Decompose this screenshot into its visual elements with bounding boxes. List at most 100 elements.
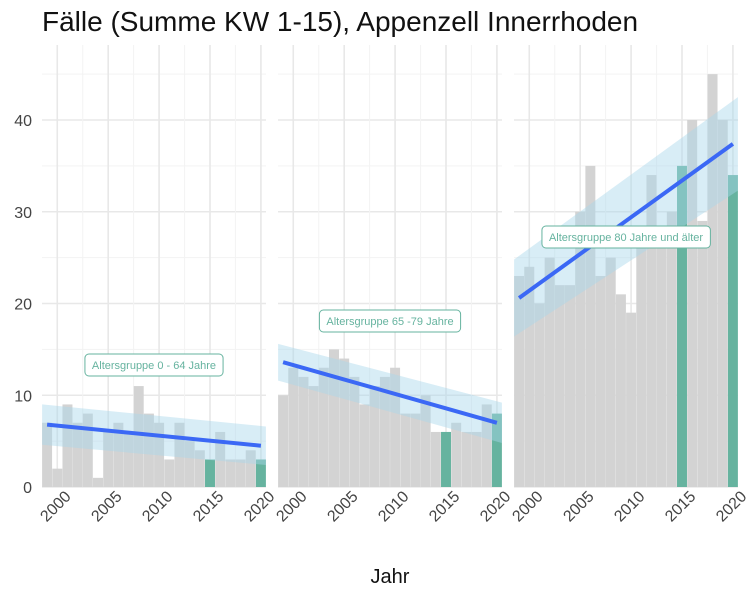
x-tick-label: 2005 — [560, 488, 597, 525]
bar — [245, 450, 256, 487]
bar — [514, 275, 525, 487]
bar — [42, 422, 53, 487]
bar — [194, 450, 205, 487]
panel-label: Altersgruppe 65 -79 Jahre — [326, 316, 453, 328]
trend-line — [46, 422, 262, 448]
trend-line — [282, 360, 498, 425]
panel-3: Altersgruppe 80 Jahre und älter 2000 2005 2… — [509, 45, 750, 525]
bar — [93, 477, 103, 487]
bar — [164, 459, 175, 487]
bar — [62, 404, 73, 487]
bar — [430, 431, 441, 487]
bar — [225, 459, 236, 487]
x-tick-label: 2015 — [662, 488, 699, 525]
x-tick-label: 2000 — [273, 488, 310, 525]
x-axis-title: Jahr — [371, 566, 410, 588]
bar — [133, 386, 144, 487]
bar — [359, 404, 370, 487]
bar — [626, 312, 637, 487]
bar — [554, 285, 565, 487]
bar — [410, 413, 421, 487]
bar — [575, 211, 586, 487]
x-tick-label: 2020 — [477, 488, 514, 525]
bar — [471, 431, 482, 487]
bar — [278, 395, 289, 487]
bar — [636, 248, 647, 487]
bar — [369, 386, 380, 487]
highlight-bar — [491, 413, 502, 487]
y-tick-label: 20 — [14, 297, 32, 314]
highlight-bar — [205, 459, 215, 487]
bar — [595, 275, 606, 487]
x-tick-label: 2015 — [426, 488, 463, 525]
highlight-bar — [441, 431, 451, 487]
bar — [420, 395, 431, 487]
panel-2: Altersgruppe 65 -79 Jahre 2000 2005 2010 201… — [273, 45, 514, 525]
x-tick-label: 2000 — [509, 488, 546, 525]
bar — [215, 431, 226, 487]
y-tick-label: 40 — [14, 113, 32, 130]
bar — [113, 422, 124, 487]
bar — [697, 220, 708, 488]
panel-1: Altersgruppe 0 - 64 Jahre 2000 2005 2010 201… — [37, 45, 278, 525]
bar — [143, 413, 154, 487]
bar — [154, 422, 165, 487]
bar — [524, 266, 535, 487]
bar — [707, 74, 718, 487]
bar — [717, 120, 728, 487]
y-tick-label: 30 — [14, 205, 32, 222]
bar — [184, 441, 195, 487]
bar — [123, 431, 134, 487]
x-tick-label: 2020 — [713, 488, 750, 525]
bar — [72, 422, 83, 487]
highlight-bar — [677, 165, 687, 487]
x-tick-label: 2010 — [139, 488, 176, 525]
bar — [103, 431, 114, 487]
bar — [379, 376, 390, 487]
bar — [349, 376, 360, 487]
chart-title: Fälle (Summe KW 1-15), Appenzell Innerrh… — [42, 6, 639, 37]
bar — [288, 367, 299, 487]
bar — [339, 358, 350, 487]
x-tick-label: 2005 — [88, 488, 125, 525]
bar — [235, 459, 246, 487]
bar — [605, 257, 616, 487]
bar — [656, 239, 667, 487]
bar — [585, 165, 596, 487]
bar — [615, 294, 626, 487]
bar — [52, 468, 63, 487]
x-tick-label: 2000 — [37, 488, 74, 525]
x-tick-label: 2005 — [324, 488, 361, 525]
bar — [400, 413, 411, 487]
highlight-bar — [255, 459, 266, 487]
bar — [646, 175, 657, 488]
x-tick-label: 2020 — [241, 488, 278, 525]
bar — [298, 376, 309, 487]
panel-label: Altersgruppe 0 - 64 Jahre — [92, 360, 216, 372]
bar — [390, 367, 401, 487]
panel-label: Altersgruppe 80 Jahre und älter — [549, 232, 703, 244]
bar — [318, 367, 329, 487]
panel-label-box — [541, 225, 711, 249]
trend-line — [517, 142, 735, 300]
bar — [461, 431, 472, 487]
bar — [534, 303, 545, 487]
y-tick-label: 10 — [14, 388, 32, 405]
bar — [82, 413, 93, 487]
bar — [174, 422, 185, 487]
bar — [687, 120, 698, 487]
bar — [544, 257, 555, 487]
bar — [308, 386, 319, 487]
bar — [481, 404, 492, 487]
confidence-band — [514, 97, 738, 337]
highlight-bar — [727, 175, 738, 488]
panel-label-box — [84, 353, 224, 377]
y-tick-label: 0 — [23, 480, 32, 497]
bar — [451, 422, 462, 487]
x-tick-label: 2010 — [375, 488, 412, 525]
panel-label-box — [318, 309, 462, 333]
x-tick-label: 2010 — [611, 488, 648, 525]
bar — [565, 285, 575, 487]
bar — [666, 211, 677, 487]
